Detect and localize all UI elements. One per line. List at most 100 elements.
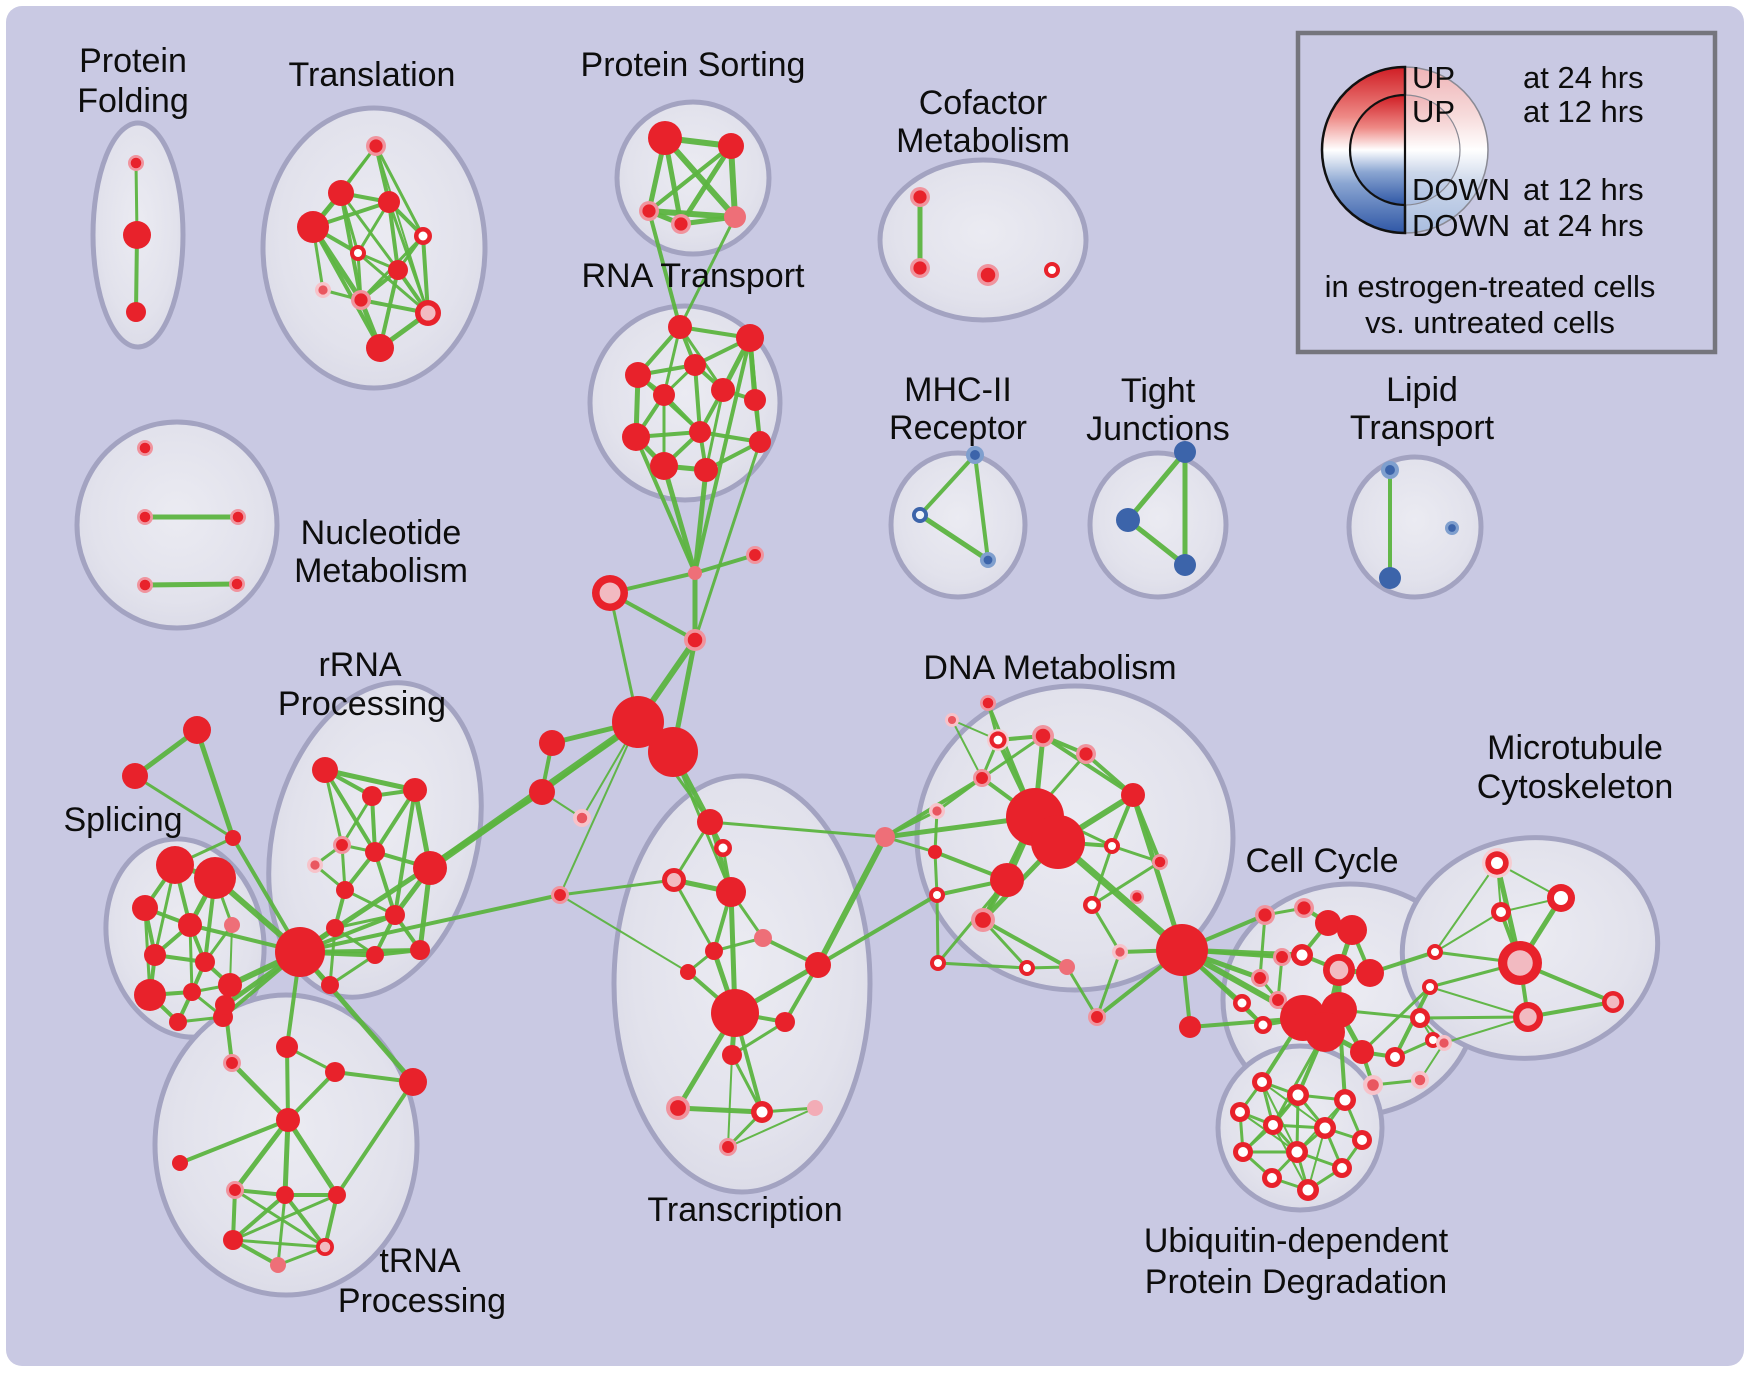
- cluster-label-trna-2: Processing: [338, 1282, 506, 1320]
- network-edge: [1258, 913, 1267, 980]
- network-edge: [298, 893, 562, 954]
- node-lt1: [1381, 461, 1399, 479]
- node-d3: [1076, 744, 1096, 764]
- node-t5: [414, 227, 432, 245]
- cluster-label-translation: Translation: [289, 56, 456, 94]
- network-edge: [1054, 838, 1186, 954]
- node-H1a: [612, 696, 664, 748]
- node-d23: [945, 713, 959, 727]
- node-tri3: [225, 830, 241, 846]
- node-q13: [666, 1096, 690, 1120]
- legend-footer-1: vs. untreated cells: [1365, 305, 1615, 340]
- cluster-ellipse-rna-transport: [587, 303, 783, 503]
- node-t10: [415, 300, 441, 326]
- node-cf1: [910, 187, 930, 207]
- network-edge: [322, 767, 418, 793]
- cluster-label-trna-1: tRNA: [379, 1242, 461, 1280]
- node-c2: [746, 546, 764, 564]
- network-edge: [285, 1117, 340, 1198]
- network-edge: [634, 435, 697, 575]
- network-edge: [387, 200, 400, 272]
- node-d13: [929, 887, 945, 903]
- network-edge: [374, 144, 425, 238]
- cluster-label-microtubule-2: Cytoskeleton: [1477, 768, 1674, 806]
- node-u5: [399, 1068, 427, 1096]
- node-rt11: [650, 452, 678, 480]
- node-cc15: [1350, 1040, 1374, 1064]
- network-edge: [672, 878, 716, 953]
- node-rt3: [625, 362, 651, 388]
- cluster-label-lipid-2: Transport: [1350, 409, 1495, 447]
- node-t9: [351, 290, 371, 310]
- node-rt10: [749, 431, 771, 453]
- node-m1: [966, 446, 984, 464]
- node-b5: [573, 809, 591, 827]
- network-edge: [1041, 734, 1135, 797]
- network-edge: [1434, 911, 1502, 953]
- node-r7: [336, 881, 354, 899]
- node-q9: [805, 952, 831, 978]
- network-edge: [282, 1117, 291, 1198]
- node-r11: [321, 976, 339, 994]
- network-edge: [1095, 950, 1122, 1019]
- network-edge: [1125, 517, 1188, 568]
- network-edge: [675, 1105, 765, 1115]
- node-d19: [1152, 854, 1168, 870]
- legend-time-3: at 24 hrs: [1523, 208, 1644, 243]
- node-s12: [169, 1013, 187, 1031]
- node-c3: [592, 575, 628, 611]
- node-cc18: [1411, 1071, 1429, 1089]
- node-u4: [325, 1062, 345, 1082]
- node-ps5: [724, 206, 746, 228]
- node-s4: [178, 913, 202, 937]
- network-edge: [1110, 844, 1162, 864]
- node-n5: [229, 576, 245, 592]
- node-q8: [680, 964, 696, 980]
- network-edge: [1434, 862, 1498, 953]
- cluster-label-protein-folding-2: Folding: [77, 82, 189, 120]
- node-tj1: [1174, 441, 1196, 463]
- cluster-label-protein-folding-1: Protein: [79, 42, 187, 80]
- network-edge: [1360, 985, 1432, 1054]
- node-ub4: [1230, 1102, 1250, 1122]
- network-edge: [708, 820, 887, 839]
- node-cf2: [910, 258, 930, 278]
- cluster-label-rrna-2: Processing: [278, 685, 446, 723]
- node-cc8: [1356, 959, 1384, 987]
- cluster-label-cell-cycle: Cell Cycle: [1245, 842, 1398, 880]
- legend-direction-1: UP: [1412, 94, 1455, 129]
- node-r4: [333, 836, 351, 854]
- node-q1: [697, 809, 723, 835]
- node-rt6: [653, 384, 675, 406]
- node-H2: [275, 927, 325, 977]
- node-ub11: [1262, 1168, 1282, 1188]
- node-ub6: [1314, 1117, 1336, 1139]
- node-d17: [1156, 924, 1208, 976]
- node-d11: [1130, 890, 1144, 904]
- node-rt8: [622, 423, 650, 451]
- network-edge: [936, 961, 1029, 970]
- node-r8: [413, 851, 447, 885]
- node-cc16: [1385, 1047, 1405, 1067]
- legend-circle-inner-saturated: [1348, 93, 1407, 207]
- node-r2: [362, 786, 382, 806]
- network-edge: [559, 721, 639, 896]
- node-d15: [1019, 960, 1035, 976]
- node-Db3: [990, 863, 1024, 897]
- node-pf3: [126, 302, 146, 322]
- node-cc17: [1363, 1075, 1383, 1095]
- node-r6: [365, 842, 385, 862]
- node-s6: [144, 944, 166, 966]
- node-d16: [1059, 959, 1075, 975]
- node-u12: [316, 1238, 334, 1256]
- network-edge: [373, 850, 397, 917]
- network-edge: [647, 144, 733, 213]
- node-r1: [312, 757, 338, 783]
- node-lt3: [1445, 521, 1459, 535]
- cluster-label-transcription: Transcription: [647, 1191, 842, 1229]
- node-tj2: [1116, 508, 1140, 532]
- cluster-label-nucleotide-2: Metabolism: [294, 552, 468, 590]
- node-t2: [328, 180, 354, 206]
- network-edge: [693, 336, 752, 575]
